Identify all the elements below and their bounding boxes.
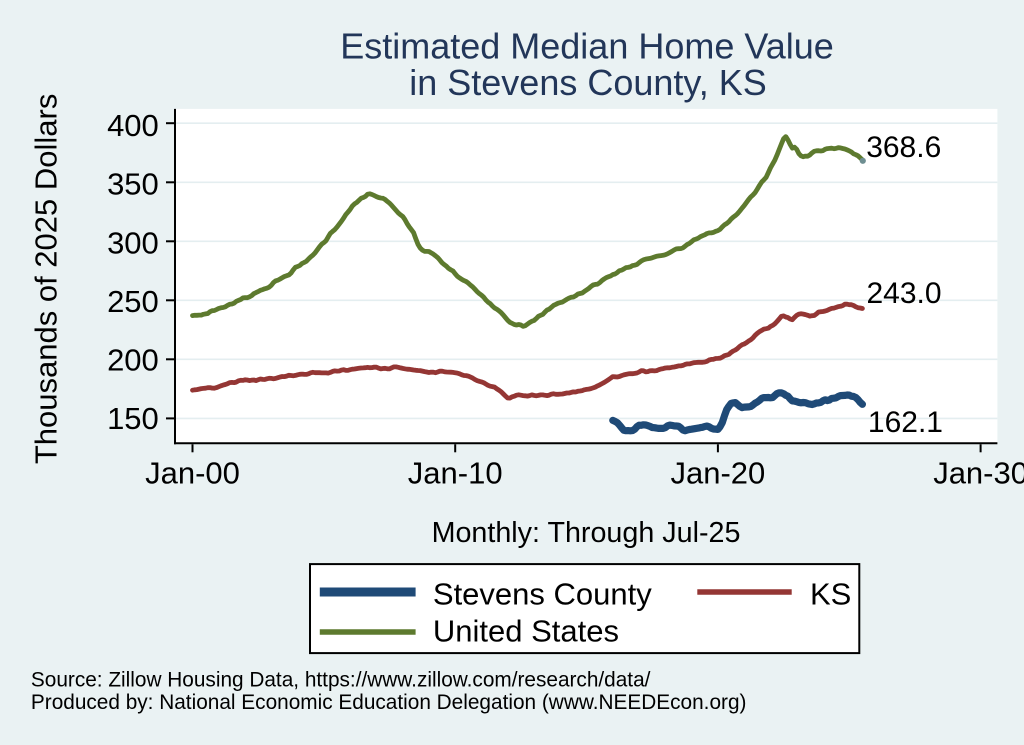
svg-text:150: 150 — [107, 401, 159, 436]
svg-text:in Stevens County, KS: in Stevens County, KS — [409, 62, 767, 103]
svg-text:Produced by: National Economic: Produced by: National Economic Education… — [31, 691, 747, 714]
svg-text:Stevens County: Stevens County — [433, 577, 652, 612]
svg-text:162.1: 162.1 — [868, 406, 943, 439]
svg-text:300: 300 — [107, 225, 159, 260]
svg-text:Jan-10: Jan-10 — [408, 456, 503, 491]
svg-text:250: 250 — [107, 284, 159, 319]
svg-text:Monthly: Through Jul-25: Monthly: Through Jul-25 — [432, 517, 741, 549]
svg-text:243.0: 243.0 — [867, 277, 942, 310]
svg-text:Thousands of 2025 Dollars: Thousands of 2025 Dollars — [29, 94, 64, 465]
svg-text:Source: Zillow Housing Data, h: Source: Zillow Housing Data, https://www… — [31, 669, 651, 692]
svg-text:368.6: 368.6 — [866, 131, 941, 164]
svg-text:Jan-30: Jan-30 — [933, 456, 1024, 491]
svg-text:200: 200 — [107, 342, 159, 377]
svg-text:KS: KS — [810, 577, 851, 612]
svg-text:Estimated Median Home Value: Estimated Median Home Value — [340, 26, 834, 67]
svg-text:Jan-00: Jan-00 — [145, 456, 240, 491]
svg-text:350: 350 — [107, 167, 159, 202]
svg-text:400: 400 — [107, 108, 159, 143]
svg-text:United States: United States — [433, 614, 619, 649]
svg-text:Jan-20: Jan-20 — [671, 456, 766, 491]
